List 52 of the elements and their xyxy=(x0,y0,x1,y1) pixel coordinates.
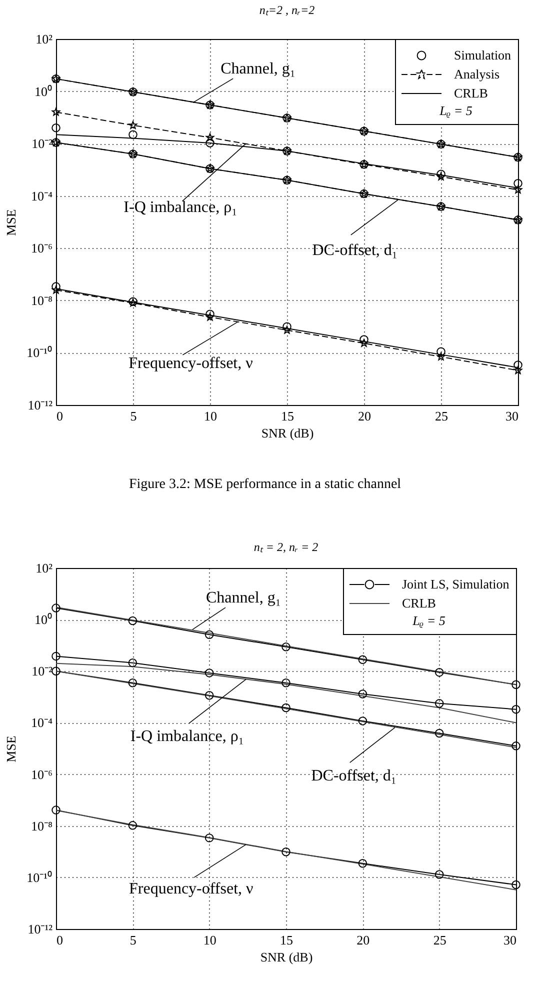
y-axis-title: MSE xyxy=(4,209,19,236)
y-tick-label: 10⁰ xyxy=(34,84,52,99)
y-tick-label: 10⁻⁴ xyxy=(30,188,53,204)
legend-label: Simulation xyxy=(454,48,512,62)
annotation: Channel, g₁ xyxy=(220,60,296,78)
x-tick-label: 30 xyxy=(504,932,516,948)
y-tick-label: 10² xyxy=(36,32,53,46)
y-tick-label: 10⁻⁴ xyxy=(30,715,53,730)
x-tick-label: 30 xyxy=(506,408,518,424)
y-tick-label: 10⁻¹² xyxy=(28,398,53,412)
y-tick-label: 10⁻⁶ xyxy=(30,766,52,782)
x-tick-label: 25 xyxy=(433,932,446,948)
legend-label: CRLB xyxy=(402,596,436,610)
x-tick-label: 25 xyxy=(435,408,448,424)
x-tick-label: 15 xyxy=(280,932,293,948)
x-tick-label: 20 xyxy=(358,408,371,424)
x-tick-label: 10 xyxy=(203,932,216,948)
legend-label: Joint LS, Simulation xyxy=(402,576,510,592)
y-axis-title: MSE xyxy=(4,736,19,762)
x-tick-label: 10 xyxy=(204,408,217,424)
x-tick-label: 20 xyxy=(356,932,370,948)
annotation: I-Q imbalance, ρ₁ xyxy=(130,728,244,746)
y-tick-label: 10⁻⁸ xyxy=(30,818,53,834)
y-tick-label: 10⁻⁶ xyxy=(30,240,52,256)
y-tick-label: 10² xyxy=(36,560,53,576)
annotation: Channel, g₁ xyxy=(206,590,281,607)
annotation: I-Q imbalance, ρ₁ xyxy=(124,199,238,216)
x-tick-label: 0 xyxy=(56,408,63,424)
legend-label: CRLB xyxy=(454,86,488,100)
caption: Figure 3.2: MSE performance in a static channel xyxy=(128,477,402,492)
y-tick-label: 10⁻¹⁰ xyxy=(26,345,52,360)
annotation: Frequency-offset, ν xyxy=(129,880,254,898)
x-tick-label: 15 xyxy=(281,408,294,424)
y-tick-label: 10⁰ xyxy=(34,612,52,628)
y-tick-label: 10⁻⁸ xyxy=(30,292,53,308)
legend-title: Lᵨ = 5 xyxy=(438,103,473,118)
y-tick-label: 10⁻¹⁰ xyxy=(26,870,52,885)
y-tick-label: 10⁻² xyxy=(32,664,53,679)
chart-title: nₜ=2 , nᵣ=2 xyxy=(259,3,315,17)
y-tick-label: 10⁻¹² xyxy=(28,922,53,936)
x-tick-label: 0 xyxy=(56,932,63,948)
x-tick-label: 5 xyxy=(130,408,137,424)
x-axis-title: SNR (dB) xyxy=(260,950,313,964)
annotation: DC-offset, d₁ xyxy=(312,242,398,259)
chart-title: nₜ = 2, nᵣ = 2 xyxy=(254,540,318,554)
annotation: DC-offset, d₁ xyxy=(311,768,397,785)
annotation: Frequency-offset, ν xyxy=(128,354,253,372)
x-tick-label: 5 xyxy=(130,932,136,948)
x-axis-title: SNR (dB) xyxy=(261,426,314,440)
legend-title: Lᵨ = 5 xyxy=(412,613,446,628)
legend-label: Analysis xyxy=(454,66,500,82)
y-tick-label: 10⁻² xyxy=(32,136,53,152)
